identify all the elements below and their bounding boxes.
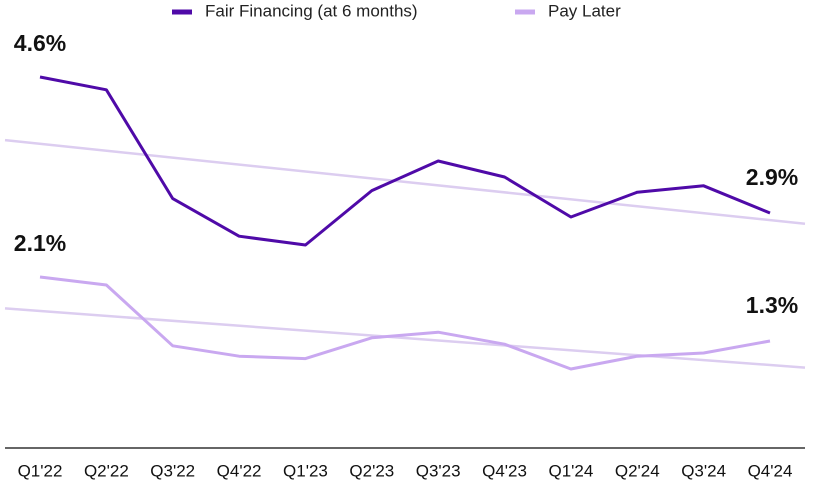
data-label: 2.9% xyxy=(746,164,798,190)
series-line xyxy=(39,75,771,247)
x-tick-label: Q1'24 xyxy=(548,461,593,480)
data-label: 1.3% xyxy=(746,292,798,318)
x-tick-label: Q3'22 xyxy=(150,461,195,480)
x-tick-label: Q3'24 xyxy=(681,461,726,480)
x-tick-label: Q3'23 xyxy=(416,461,461,480)
x-tick-label: Q1'23 xyxy=(283,461,328,480)
x-tick-label: Q2'24 xyxy=(615,461,660,480)
data-label: 4.6% xyxy=(14,30,66,56)
x-tick-label: Q1'22 xyxy=(18,461,63,480)
data-label: 2.1% xyxy=(14,230,66,256)
legend-label: Pay Later xyxy=(548,1,621,20)
x-tick-label: Q4'22 xyxy=(217,461,262,480)
x-tick-label: Q2'22 xyxy=(84,461,129,480)
trend-line xyxy=(4,307,806,369)
x-tick-label: Q4'23 xyxy=(482,461,527,480)
legend-label: Fair Financing (at 6 months) xyxy=(205,1,418,20)
series-line xyxy=(39,275,771,371)
trend-line xyxy=(4,138,806,226)
x-tick-label: Q4'24 xyxy=(748,461,793,480)
x-tick-label: Q2'23 xyxy=(349,461,394,480)
